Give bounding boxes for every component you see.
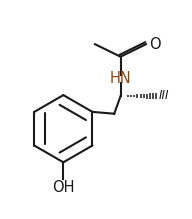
Text: III: III bbox=[159, 89, 170, 102]
Text: HN: HN bbox=[110, 71, 132, 86]
Text: OH: OH bbox=[52, 180, 75, 195]
Text: O: O bbox=[149, 37, 161, 52]
